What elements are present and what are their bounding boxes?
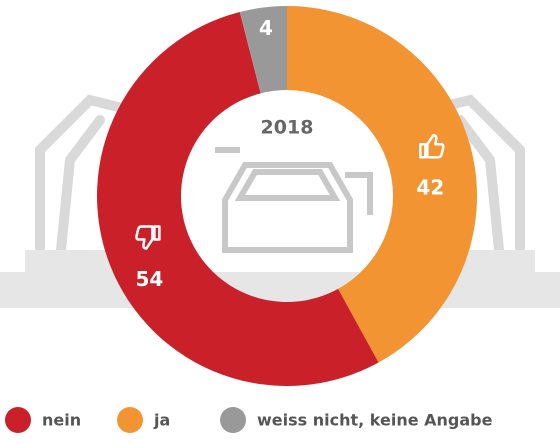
legend-label: ja xyxy=(153,411,170,430)
value-label: 54 xyxy=(135,267,163,291)
legend-label: nein xyxy=(42,411,81,430)
chart: 2018 42 54 4 nein ja weiss nicht, keine Angab… xyxy=(0,0,560,440)
legend-label: weiss nicht, keine Angabe xyxy=(257,411,493,430)
legend-swatch xyxy=(117,407,143,433)
legend-swatch xyxy=(220,407,246,433)
center-label: 2018 xyxy=(261,117,314,139)
legend-swatch xyxy=(5,407,31,433)
value-label: 42 xyxy=(416,176,444,200)
value-label: 4 xyxy=(259,16,273,40)
car-illustration xyxy=(215,150,370,250)
